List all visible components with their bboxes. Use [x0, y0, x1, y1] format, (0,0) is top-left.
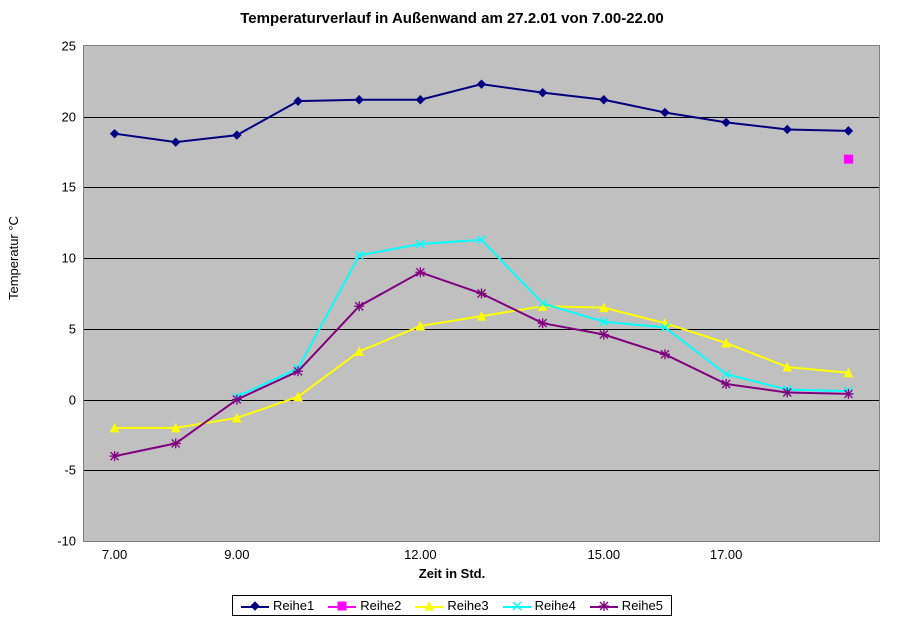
legend-label: Reihe2 [360, 598, 401, 613]
legend-label: Reihe1 [273, 598, 314, 613]
x-tick-label: 17.00 [710, 547, 743, 562]
legend-item-reihe2: Reihe2 [328, 598, 401, 613]
legend-label: Reihe4 [535, 598, 576, 613]
legend-swatch [415, 600, 443, 612]
x-axis-label: Zeit in Std. [0, 566, 904, 581]
x-tick-label: 7.00 [102, 547, 127, 562]
y-tick-label: 5 [69, 321, 76, 336]
legend-label: Reihe3 [447, 598, 488, 613]
legend-swatch [590, 600, 618, 612]
legend-item-reihe3: Reihe3 [415, 598, 488, 613]
legend-swatch [241, 600, 269, 612]
x-tick-label: 9.00 [224, 547, 249, 562]
legend: Reihe1 Reihe2 Reihe3 Reihe4 Reihe5 [232, 595, 672, 616]
y-tick-label: -5 [64, 463, 76, 478]
legend-label: Reihe5 [622, 598, 663, 613]
y-tick-label: 10 [62, 251, 76, 266]
y-tick-label: 25 [62, 39, 76, 54]
chart-title: Temperaturverlauf in Außenwand am 27.2.0… [0, 10, 904, 27]
series-reihe5 [84, 46, 879, 541]
y-tick-label: 15 [62, 180, 76, 195]
legend-swatch [503, 600, 531, 612]
x-tick-label: 12.00 [404, 547, 437, 562]
y-tick-label: 20 [62, 109, 76, 124]
legend-item-reihe5: Reihe5 [590, 598, 663, 613]
plot-area: -10-505101520257.009.0012.0015.0017.00 [83, 45, 880, 542]
y-axis-label: Temperatur °C [6, 216, 21, 300]
y-tick-label: 0 [69, 392, 76, 407]
y-tick-label: -10 [57, 534, 76, 549]
legend-item-reihe1: Reihe1 [241, 598, 314, 613]
legend-swatch [328, 600, 356, 612]
legend-item-reihe4: Reihe4 [503, 598, 576, 613]
x-tick-label: 15.00 [588, 547, 621, 562]
